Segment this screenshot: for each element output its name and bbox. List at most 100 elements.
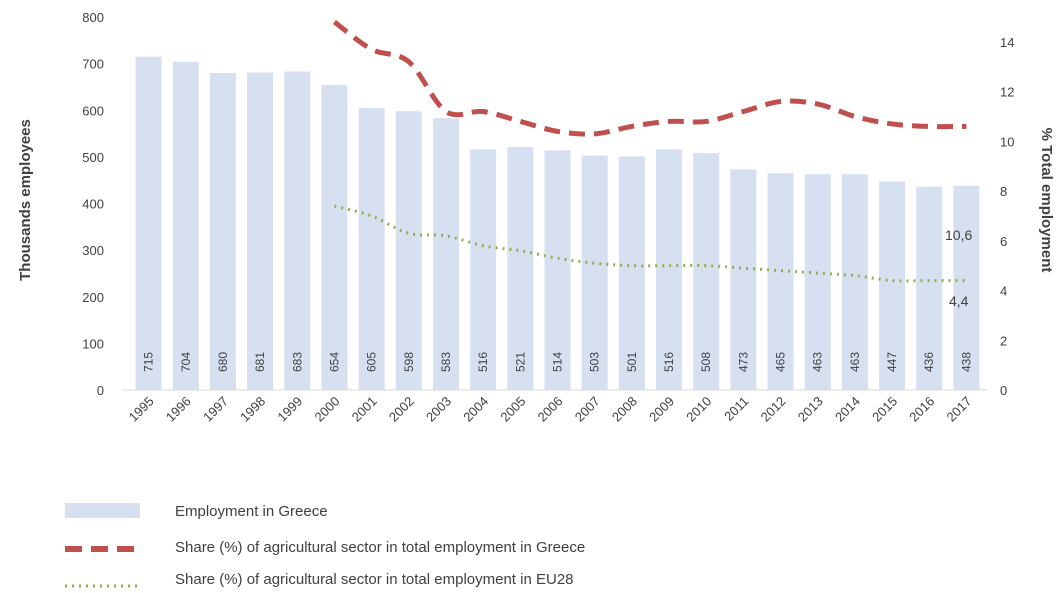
y-left-tick-label: 400	[82, 197, 104, 212]
bars-group	[135, 56, 980, 391]
y-left-tick-label: 0	[97, 383, 104, 398]
greece-share-line	[332, 19, 967, 137]
legend-item-eu28-share: Share (%) of agricultural sector in tota…	[65, 571, 574, 588]
bar-1997	[209, 72, 236, 390]
legend: Employment in Greece Share (%) of agricu…	[65, 503, 585, 588]
bar-2002	[395, 111, 422, 391]
legend-label-greece-share: Share (%) of agricultural sector in tota…	[175, 539, 585, 556]
bar-2017	[953, 185, 980, 390]
eu28-share-end-label: 4,4	[949, 293, 969, 309]
bar-value-label: 715	[142, 352, 156, 372]
bar-1998	[247, 72, 274, 390]
bar-value-label: 463	[848, 352, 862, 372]
legend-label-eu28-share: Share (%) of agricultural sector in tota…	[175, 571, 574, 588]
bar-value-label: 438	[959, 352, 973, 372]
bar-value-label: 436	[922, 352, 936, 372]
bar-2004	[470, 149, 497, 390]
bar-value-label: 465	[774, 352, 788, 372]
x-tick-label: 1996	[163, 394, 194, 425]
bar-value-label: 598	[402, 352, 416, 372]
bar-1999	[284, 71, 311, 391]
legend-item-employment: Employment in Greece	[65, 503, 328, 520]
bar-value-label: 681	[253, 352, 267, 372]
greece-share-end-label: 10,6	[945, 227, 972, 243]
y-right-tick-label: 14	[1000, 35, 1014, 50]
bar-value-label: 503	[588, 352, 602, 372]
x-tick-label: 2011	[721, 394, 751, 424]
eu28-share-line	[334, 204, 967, 283]
y-right-tick-label: 8	[1000, 184, 1007, 199]
bar-2015	[879, 181, 906, 390]
x-tick-label: 2014	[832, 394, 863, 425]
y-axis-right-title: % Total employment	[1038, 128, 1055, 273]
y-left-tick-label: 200	[82, 290, 104, 305]
y-right-tick-label: 4	[1000, 284, 1007, 299]
y-left-tick-label: 500	[82, 150, 104, 165]
y-right-tick-label: 6	[1000, 234, 1007, 249]
y-right-tick-label: 2	[1000, 333, 1007, 348]
x-tick-label: 2000	[312, 394, 343, 425]
x-tick-label: 1997	[200, 394, 231, 425]
y-left-tick-label: 600	[82, 103, 104, 118]
x-tick-label: 2005	[497, 394, 528, 425]
x-tick-label: 2012	[758, 394, 789, 425]
x-tick-label: 2002	[386, 394, 417, 425]
x-axis: 1995 1996 1997 1998 1999 2000 2001 2002 2003 2004…	[122, 389, 987, 425]
x-tick-label: 2017	[943, 394, 974, 425]
lines-group	[332, 19, 967, 283]
bar-2000	[321, 85, 348, 390]
y-right-tick-label: 12	[1000, 85, 1014, 100]
legend-item-greece-share: Share (%) of agricultural sector in tota…	[65, 539, 585, 556]
bar-value-label: 583	[439, 352, 453, 372]
left-axis: 0 100 200 300 400 500 600 700 800	[82, 10, 104, 398]
y-right-tick-label: 0	[1000, 383, 1007, 398]
x-tick-label: 2003	[423, 394, 454, 425]
x-tick-label: 1998	[237, 394, 268, 425]
x-tick-label: 2004	[460, 394, 491, 425]
bar-value-label: 508	[699, 352, 713, 372]
bar-2006	[544, 150, 571, 390]
x-tick-label: 2015	[869, 394, 900, 425]
bar-1996	[172, 61, 199, 390]
bar-value-label: 447	[885, 352, 899, 372]
x-tick-label: 2007	[572, 394, 603, 425]
bar-value-label: 605	[365, 352, 379, 372]
x-tick-label: 2013	[795, 394, 826, 425]
y-right-tick-label: 10	[1000, 134, 1014, 149]
bar-2012	[767, 173, 794, 390]
bar-2007	[581, 155, 608, 390]
x-tick-label: 1999	[274, 394, 305, 425]
bar-2009	[656, 149, 683, 390]
bar-2014	[841, 174, 868, 390]
bar-2016	[916, 186, 943, 390]
bar-2003	[432, 118, 459, 391]
bar-1995	[135, 56, 162, 390]
bar-value-label: 516	[476, 352, 490, 372]
x-tick-label: 1995	[126, 394, 157, 425]
x-tick-label: 2008	[609, 394, 640, 425]
bar-value-label: 704	[179, 352, 193, 372]
right-axis: 0 2 4 6 8 10 12 14	[1000, 35, 1014, 398]
bar-2013	[804, 174, 831, 390]
x-tick-label: 2016	[906, 394, 937, 425]
bar-2010	[693, 153, 720, 390]
bar-value-label: 521	[513, 352, 527, 372]
bar-value-label: 680	[216, 352, 230, 372]
bar-value-label: 473	[736, 352, 750, 372]
bar-2011	[730, 169, 757, 390]
y-axis-left-title: Thousands employees	[17, 119, 34, 281]
bar-value-label: 516	[662, 352, 676, 372]
bar-2001	[358, 107, 385, 391]
bar-2008	[618, 156, 645, 390]
bar-value-label: 501	[625, 352, 639, 372]
y-left-tick-label: 300	[82, 243, 104, 258]
bar-2005	[507, 147, 534, 390]
bar-value-label: 683	[290, 352, 304, 372]
y-left-tick-label: 700	[82, 57, 104, 72]
bar-value-label: 514	[551, 352, 565, 372]
legend-label-employment: Employment in Greece	[175, 503, 328, 520]
y-left-tick-label: 100	[82, 336, 104, 351]
bar-value-label: 654	[327, 352, 341, 372]
bar-labels-group: 715 704 680 681 683 654 605 598 583 516 521 514 503 5…	[142, 352, 974, 372]
